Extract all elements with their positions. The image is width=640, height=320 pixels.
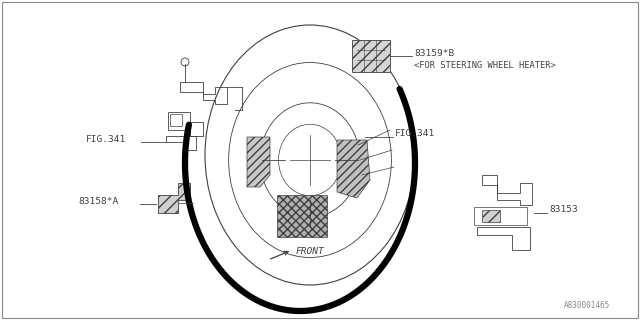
- Polygon shape: [247, 137, 270, 187]
- Text: A830001465: A830001465: [564, 301, 610, 310]
- Bar: [482, 210, 500, 222]
- Text: FIG.341: FIG.341: [395, 130, 435, 139]
- Text: FRONT: FRONT: [296, 247, 324, 257]
- Text: 83153: 83153: [549, 205, 578, 214]
- Text: 83158*A: 83158*A: [78, 196, 118, 205]
- Bar: [352, 40, 390, 72]
- Polygon shape: [277, 195, 327, 237]
- Bar: [170, 114, 182, 126]
- Text: 83159*B: 83159*B: [414, 49, 454, 58]
- Polygon shape: [158, 183, 190, 213]
- Text: <FOR STEERING WHEEL HEATER>: <FOR STEERING WHEEL HEATER>: [414, 61, 556, 70]
- Text: FIG.341: FIG.341: [86, 134, 126, 143]
- Polygon shape: [337, 140, 370, 198]
